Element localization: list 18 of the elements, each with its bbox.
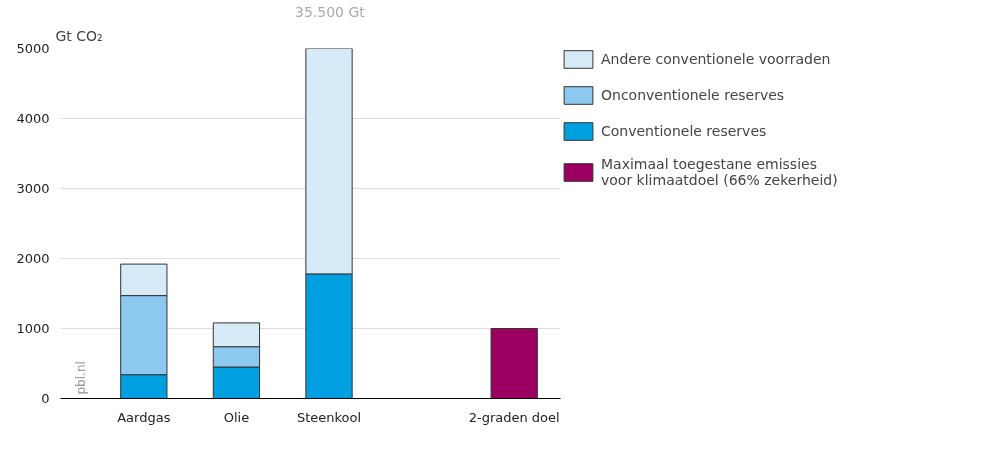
x-tick-label: Olie <box>223 409 250 425</box>
x-tick-label: Steenkool <box>296 409 362 425</box>
legend-label: Andere conventionele voorraden <box>601 51 831 67</box>
x-tick-label: 2-graden doel <box>468 409 560 425</box>
annotation: pbl.nl <box>74 361 89 395</box>
y-axis-title: Gt CO₂ <box>55 27 103 44</box>
y-tick-label: 1000 <box>16 321 50 336</box>
y-tick-label: 4000 <box>16 111 50 126</box>
bar <box>490 328 538 399</box>
x-tick-label: Aardgas <box>117 409 171 425</box>
legend-label: Maximaal toegestane emissies voor klimaatdoel (66% zekerheid) <box>601 156 838 188</box>
annotation: 35.500 Gt <box>295 3 366 20</box>
legend-label: Conventionele reserves <box>601 123 767 139</box>
y-tick-label: 5000 <box>16 41 50 56</box>
legend-label: Onconventionele reserves <box>601 87 785 103</box>
y-tick-label: 0 <box>41 391 50 406</box>
y-tick-label: 3000 <box>16 181 50 196</box>
y-tick-label: 2000 <box>16 251 50 266</box>
